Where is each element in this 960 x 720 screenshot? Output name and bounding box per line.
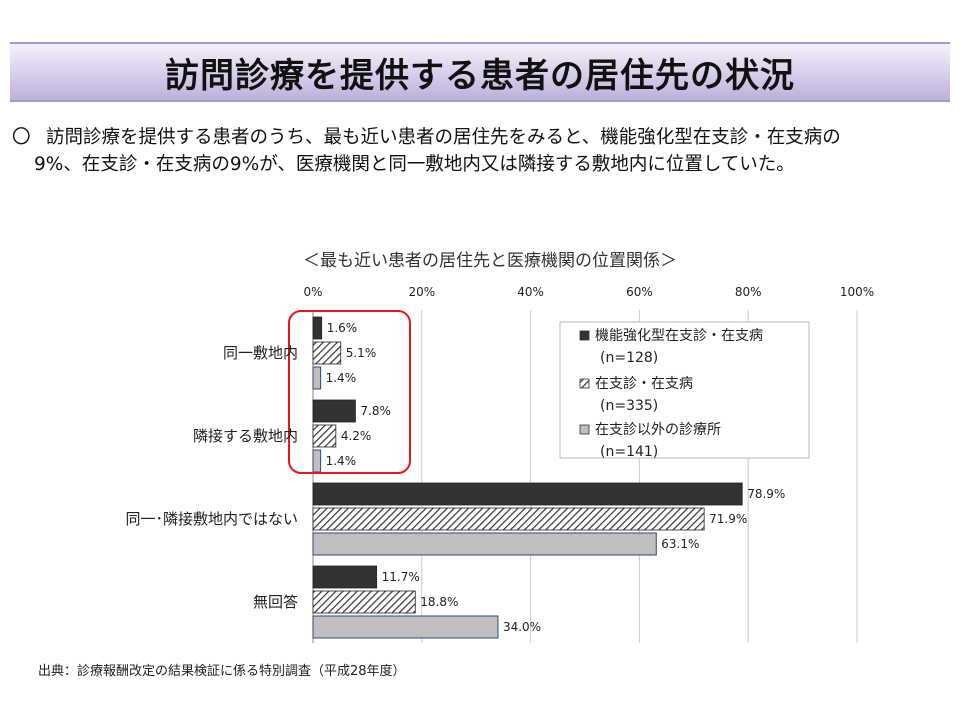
bar xyxy=(312,615,499,639)
summary-line-1: 訪問診療を提供する患者のうち、最も近い患者の居住先をみると、機能強化型在支診・在… xyxy=(46,127,841,148)
bar-layer xyxy=(288,310,743,639)
x-tick-label: 100% xyxy=(840,285,874,299)
x-tick-label: 40% xyxy=(517,285,544,299)
legend-swatch xyxy=(579,378,590,389)
data-label: 63.1% xyxy=(661,537,699,551)
data-label: 18.8% xyxy=(420,595,458,609)
summary-line-2: 9%、在支診・在支病の9%が、医療機関と同一敷地内又は隣接する敷地内に位置してい… xyxy=(34,154,795,175)
data-label: 11.7% xyxy=(382,570,420,584)
legend-label: 機能強化型在支診・在支病 xyxy=(595,328,763,344)
x-tick-label: 20% xyxy=(408,285,435,299)
legend-n: (n=335) xyxy=(600,398,658,414)
legend-swatch xyxy=(579,424,590,435)
summary-text: 〇訪問診療を提供する患者のうち、最も近い患者の居住先をみると、機能強化型在支診・… xyxy=(12,124,947,178)
bar xyxy=(312,507,705,531)
data-label: 71.9% xyxy=(709,512,747,526)
data-label: 5.1% xyxy=(346,346,377,360)
category-label: 同一･隣接敷地内ではない xyxy=(125,510,298,528)
source-note: 出典：診療報酬改定の結果検証に係る特別調査（平成28年度） xyxy=(38,664,406,679)
title-banner: 訪問診療を提供する患者の居住先の状況 xyxy=(10,42,950,102)
highlight-box xyxy=(288,310,411,474)
x-tick-label: 80% xyxy=(735,285,762,299)
legend-label: 在支診・在支病 xyxy=(595,376,693,392)
bar xyxy=(312,532,657,556)
bar xyxy=(312,482,743,506)
x-tick-label: 0% xyxy=(303,285,322,299)
data-label: 1.6% xyxy=(327,321,358,335)
bar xyxy=(312,449,322,473)
legend-n: (n=128) xyxy=(600,350,658,366)
label-layer: 0% 20% 40% 60% 80% 100% 1.6% 5.1% 1.4% 同一敷地内 7.8% 4… xyxy=(125,285,874,634)
legend-box xyxy=(559,321,810,459)
category-label: 同一敷地内 xyxy=(223,344,298,362)
x-tick-label: 60% xyxy=(626,285,653,299)
bar xyxy=(312,341,342,365)
legend-label: 在支診以外の診療所 xyxy=(595,421,721,438)
bar xyxy=(312,565,378,589)
data-label: 78.9% xyxy=(747,487,785,501)
data-label: 1.4% xyxy=(326,371,357,385)
data-label: 1.4% xyxy=(326,454,357,468)
bar xyxy=(312,399,356,423)
bar xyxy=(312,366,322,390)
data-label: 4.2% xyxy=(341,429,372,443)
bar xyxy=(312,316,323,340)
legend-swatch xyxy=(579,330,590,341)
data-label: 34.0% xyxy=(503,620,541,634)
legend-n: (n=141) xyxy=(600,444,658,460)
bullet-marker: 〇 xyxy=(12,127,31,148)
chart-title: ＜最も近い患者の居住先と医療機関の位置関係＞ xyxy=(303,251,677,271)
page-title: 訪問診療を提供する患者の居住先の状況 xyxy=(165,55,795,96)
legend-layer: 機能強化型在支診・在支病 (n=128) 在支診・在支病 (n=335) 在支診以外の診… xyxy=(559,321,810,460)
data-label: 7.8% xyxy=(360,404,391,418)
category-label: 無回答 xyxy=(253,593,298,611)
bar xyxy=(312,424,337,448)
category-label: 隣接する敷地内 xyxy=(193,427,298,445)
bar xyxy=(312,590,416,614)
